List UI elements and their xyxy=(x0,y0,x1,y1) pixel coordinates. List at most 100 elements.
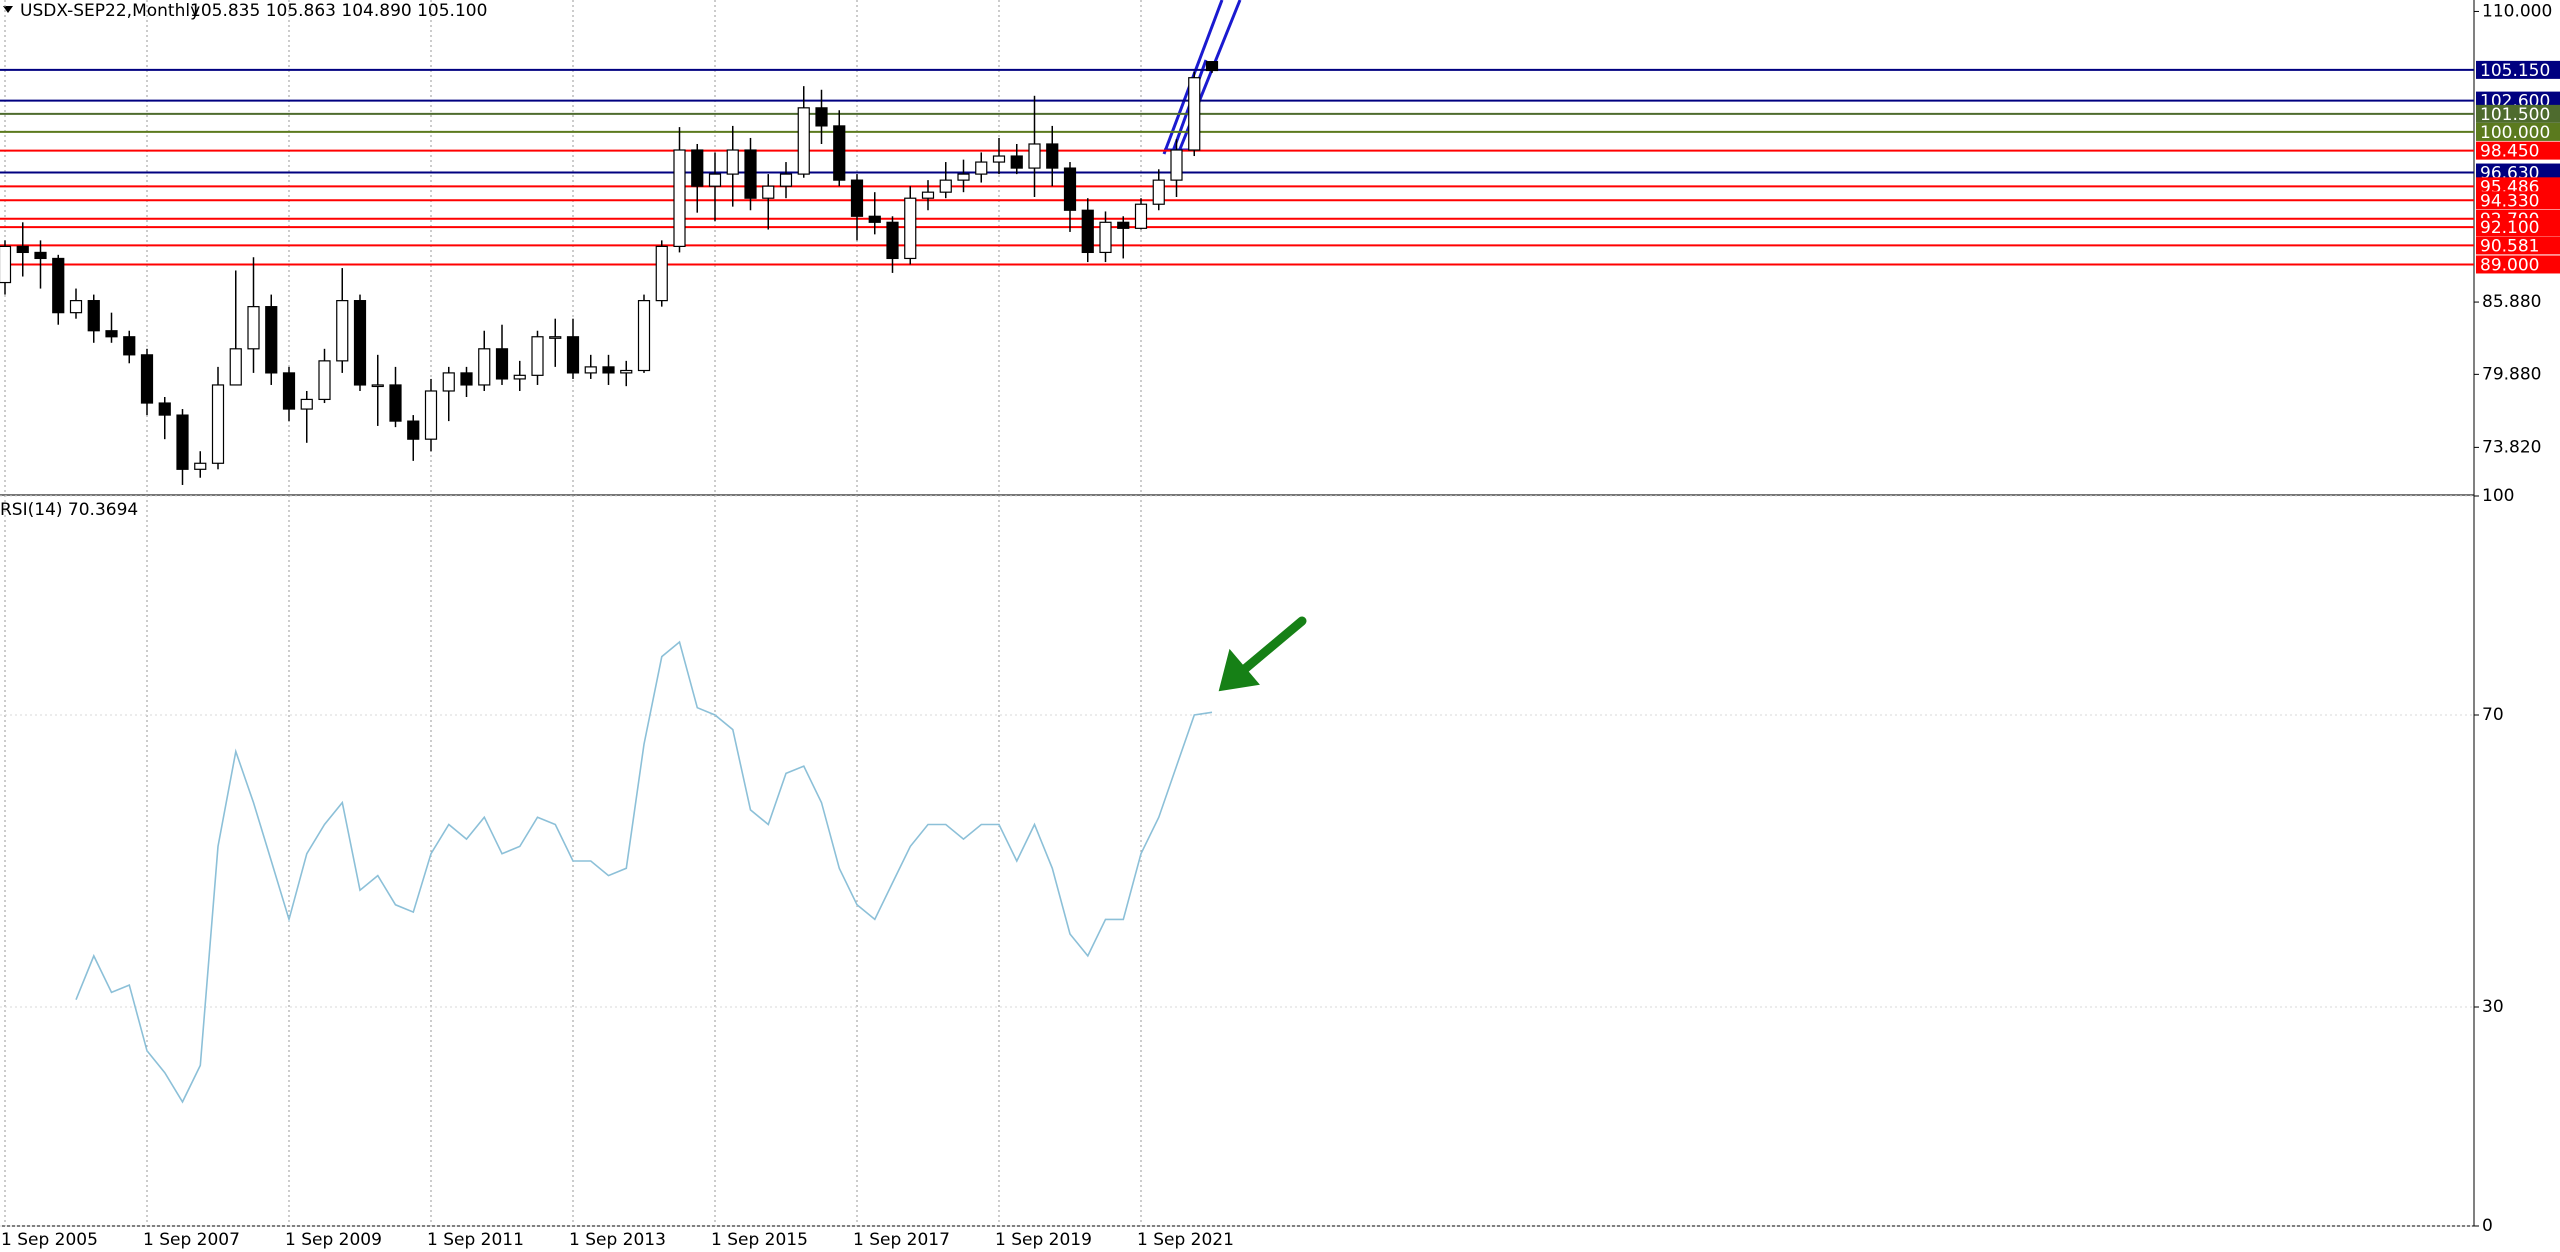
candle-body xyxy=(726,149,739,175)
candle-body xyxy=(211,384,225,464)
level-tag xyxy=(2476,141,2560,160)
candle-body xyxy=(495,348,509,380)
candle-body xyxy=(637,300,651,372)
y-tick-label: 73.820 xyxy=(2482,437,2541,457)
trend-channel xyxy=(1162,0,1242,155)
level-tag xyxy=(2476,163,2560,182)
candle-body xyxy=(318,360,331,401)
candle-body xyxy=(513,374,526,380)
candle-body xyxy=(1117,221,1130,229)
candle-body xyxy=(194,462,207,470)
candle-body xyxy=(566,336,580,374)
candle-body xyxy=(584,366,597,374)
level-label: 98.450 xyxy=(2480,142,2539,162)
y-tick-label: 100 xyxy=(2482,486,2514,506)
candle-body xyxy=(549,336,562,339)
candle-body xyxy=(797,107,810,175)
candle-body xyxy=(407,420,420,440)
candle-body xyxy=(1205,61,1219,72)
candle-body xyxy=(442,372,455,392)
quote: 105.835 105.863 104.890 105.100 xyxy=(190,1,487,21)
candle-body xyxy=(353,300,367,386)
level-label: 90.581 xyxy=(2480,236,2539,256)
x-tick-label: 1 Sep 2009 xyxy=(285,1230,382,1250)
candle-body xyxy=(620,369,633,374)
candle-body xyxy=(265,306,278,374)
candle-body xyxy=(1063,167,1077,211)
candle-body xyxy=(460,372,473,386)
y-tick-label: 0 xyxy=(2482,1216,2493,1236)
x-tick-label: 1 Sep 2011 xyxy=(427,1230,524,1250)
level-label: 100.000 xyxy=(2480,123,2550,143)
x-tick-label: 1 Sep 2019 xyxy=(995,1230,1092,1250)
candle-body xyxy=(87,300,100,332)
y-tick-label: 70 xyxy=(2482,705,2504,725)
candle-body xyxy=(655,245,668,302)
rsi-line xyxy=(75,640,1213,1104)
candle-body xyxy=(779,173,793,187)
level-label: 94.330 xyxy=(2480,191,2539,211)
y-tick-label: 79.880 xyxy=(2482,364,2541,384)
candle-body xyxy=(1010,155,1023,169)
candle-body xyxy=(16,245,29,254)
candle-body xyxy=(1134,203,1148,229)
indicator-title: RSI(14) 70.3694 xyxy=(0,500,138,520)
level-tag xyxy=(2476,236,2560,255)
level-label: 92.100 xyxy=(2480,218,2539,238)
candle-body xyxy=(300,398,313,410)
x-tick-label: 1 Sep 2005 xyxy=(1,1230,98,1250)
candle-body xyxy=(691,149,704,187)
candle-body xyxy=(921,191,935,199)
level-tag xyxy=(2476,60,2560,79)
candle-body xyxy=(975,161,988,175)
candle-body xyxy=(957,173,970,181)
candle-body xyxy=(229,348,242,386)
candle-body xyxy=(158,402,171,416)
candle-body xyxy=(424,390,438,440)
candle-body xyxy=(815,107,828,127)
x-tick-label: 1 Sep 2007 xyxy=(143,1230,240,1250)
candle-body xyxy=(282,372,296,410)
x-tick-label: 1 Sep 2017 xyxy=(853,1230,950,1250)
chart-title: USDX-SEP22,Monthly xyxy=(20,1,200,21)
y-tick-label: 85.880 xyxy=(2482,292,2541,312)
candle-body xyxy=(1152,179,1165,205)
candle-body xyxy=(868,215,881,223)
candle-body xyxy=(105,330,118,338)
candle-body xyxy=(833,125,846,181)
candle-body xyxy=(1081,209,1094,254)
candle-body xyxy=(708,173,722,187)
x-tick-label: 1 Sep 2021 xyxy=(1137,1230,1234,1250)
candle-body xyxy=(478,348,491,386)
candle-body xyxy=(886,221,899,260)
x-tick-label: 1 Sep 2015 xyxy=(711,1230,808,1250)
candle-body xyxy=(1028,143,1041,169)
candle-body xyxy=(123,336,136,356)
candle-body xyxy=(371,384,384,388)
level-tag xyxy=(2476,122,2560,141)
candle-body xyxy=(762,185,775,199)
level-tag xyxy=(2476,191,2560,210)
candle-body xyxy=(992,155,1006,163)
candle-body xyxy=(247,306,260,350)
candle-body xyxy=(1188,77,1201,151)
candle-body xyxy=(34,251,47,260)
candle-body xyxy=(602,366,615,374)
candle-body xyxy=(69,300,83,314)
level-tag xyxy=(2476,177,2560,196)
candle-body xyxy=(673,149,686,247)
level-tag xyxy=(2476,255,2560,274)
menu-triangle[interactable] xyxy=(3,6,13,13)
candle-body xyxy=(904,197,917,260)
level-tag xyxy=(2476,104,2560,123)
y-tick-label: 110.000 xyxy=(2482,1,2552,21)
annotation-arrow[interactable] xyxy=(1218,616,1307,692)
candle-body xyxy=(176,414,189,470)
level-label: 101.500 xyxy=(2480,105,2550,125)
candle-body xyxy=(0,245,12,284)
candle-body xyxy=(744,149,757,199)
candle-body xyxy=(939,179,952,193)
candle-body xyxy=(531,336,544,376)
